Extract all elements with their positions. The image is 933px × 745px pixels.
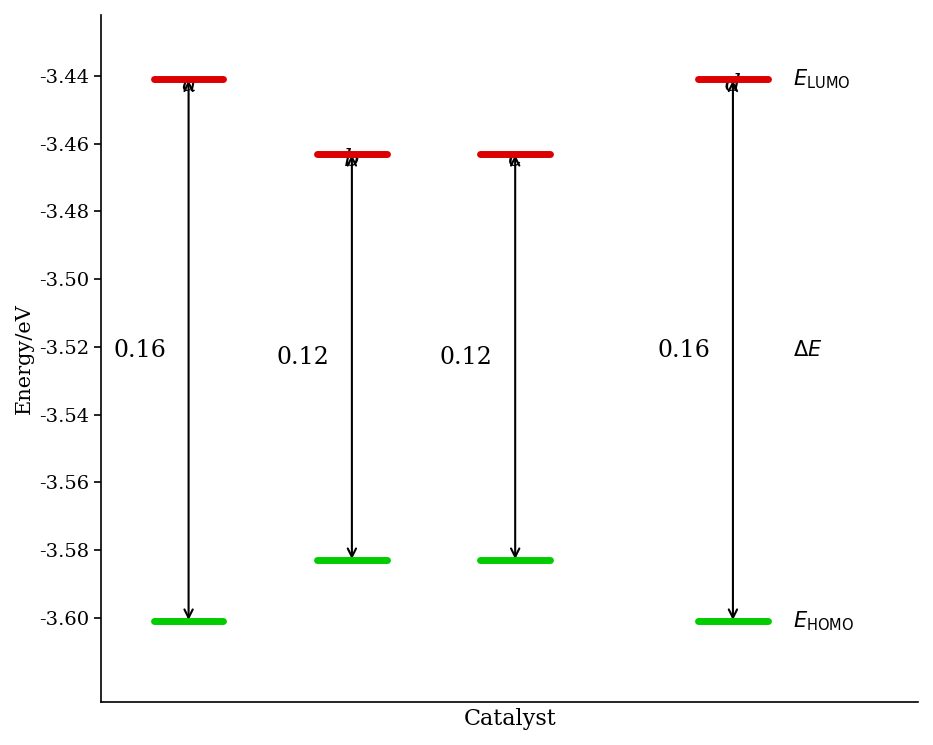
Text: a: a bbox=[181, 73, 196, 96]
Text: 0.16: 0.16 bbox=[113, 339, 166, 362]
Text: d: d bbox=[725, 73, 741, 96]
Text: 0.12: 0.12 bbox=[276, 346, 329, 369]
Text: $E_{\mathrm{LUMO}}$: $E_{\mathrm{LUMO}}$ bbox=[793, 68, 850, 91]
Text: $E_{\mathrm{HOMO}}$: $E_{\mathrm{HOMO}}$ bbox=[793, 609, 854, 633]
Text: b: b bbox=[344, 148, 360, 171]
Y-axis label: Energy/eV: Energy/eV bbox=[15, 303, 34, 414]
Text: 0.12: 0.12 bbox=[439, 346, 493, 369]
Text: c: c bbox=[508, 148, 522, 171]
X-axis label: Catalyst: Catalyst bbox=[464, 708, 556, 730]
Text: $\Delta E$: $\Delta E$ bbox=[793, 340, 822, 361]
Text: 0.16: 0.16 bbox=[658, 339, 710, 362]
